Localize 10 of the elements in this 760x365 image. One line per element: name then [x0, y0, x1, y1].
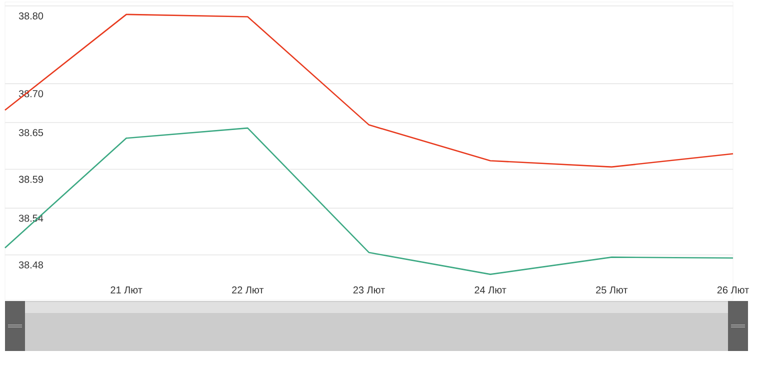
- x-tick-label: 22 Лют: [232, 286, 264, 294]
- x-tick-label: 21 Лют: [110, 286, 142, 294]
- x-tick-label: 25 Лют: [596, 286, 628, 294]
- x-tick-label: 23 Лют: [353, 286, 385, 294]
- y-tick-label: 38.48: [18, 261, 44, 268]
- x-tick-label: 26 Лют: [717, 286, 749, 294]
- y-tick-label: 38.80: [18, 12, 44, 20]
- y-tick-label: 38.59: [18, 176, 43, 183]
- y-tick-label: 38.65: [18, 129, 44, 136]
- x-tick-label: 24 Лют: [474, 286, 506, 294]
